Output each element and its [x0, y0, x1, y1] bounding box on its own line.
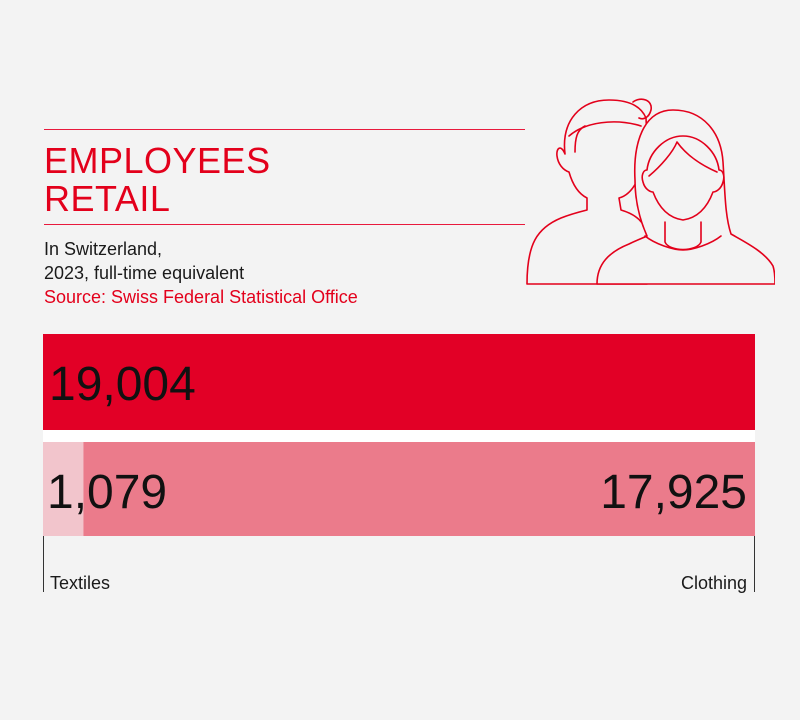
subtitle-line-2: 2023, full-time equivalent — [44, 263, 245, 283]
clothing-category-label: Clothing — [681, 573, 747, 593]
title-line-1: EMPLOYEES — [44, 140, 271, 181]
chart-title: EMPLOYEES RETAIL — [44, 142, 271, 218]
subtitle-line-1: In Switzerland, — [44, 239, 163, 259]
clothing-bar — [83, 442, 755, 536]
title-line-2: RETAIL — [44, 178, 171, 219]
source-note: Source: Swiss Federal Statistical Office — [44, 287, 358, 307]
bar-separator — [43, 430, 755, 442]
textiles-bar — [43, 442, 84, 536]
textiles-category-label: Textiles — [50, 573, 110, 593]
people-icon — [525, 92, 776, 288]
textiles-value-label: 1,079 — [47, 466, 167, 519]
top-rule — [44, 129, 755, 130]
bottom-rule — [44, 224, 755, 225]
total-value-label: 19,004 — [49, 358, 196, 411]
clothing-value-label: 17,925 — [600, 466, 747, 519]
chart-subtitle: In Switzerland, 2023, full-time equivale… — [44, 237, 358, 309]
total-bar — [43, 334, 755, 430]
